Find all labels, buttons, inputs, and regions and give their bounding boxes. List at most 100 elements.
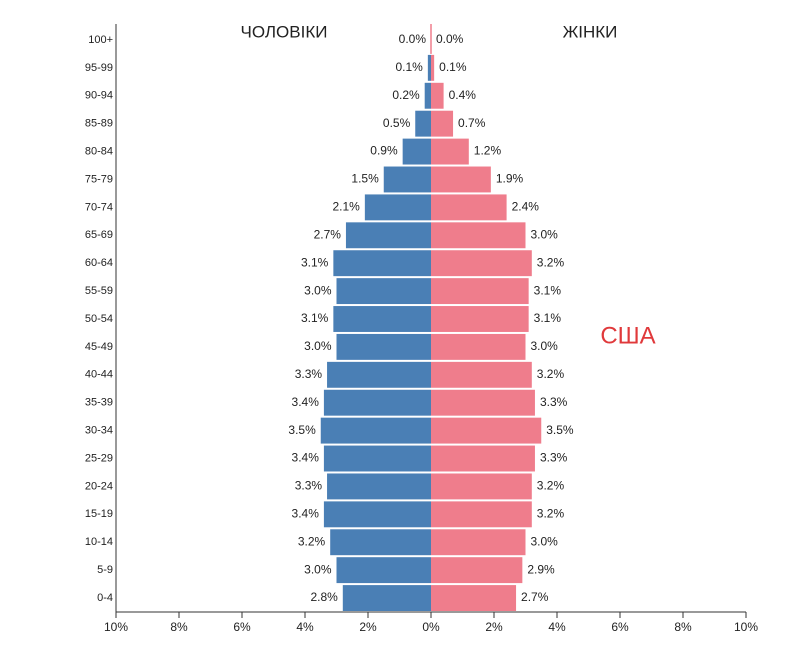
- bar: [431, 529, 526, 556]
- bar: [320, 417, 431, 444]
- x-tick-label: 2%: [485, 620, 503, 634]
- value-label: 3.3%: [540, 451, 568, 465]
- x-tick-label: 6%: [233, 620, 251, 634]
- bar: [427, 54, 431, 81]
- y-tick-label: 0-4: [97, 592, 113, 604]
- x-tick-label: 2%: [359, 620, 377, 634]
- y-tick-label: 55-59: [85, 285, 113, 297]
- value-label: 2.8%: [310, 590, 338, 604]
- y-tick-label: 45-49: [85, 341, 113, 353]
- y-tick-label: 60-64: [85, 257, 113, 269]
- y-tick-label: 5-9: [97, 564, 113, 576]
- bar: [327, 361, 431, 388]
- bar: [333, 306, 431, 332]
- x-tick-label: 10%: [104, 620, 128, 634]
- value-label: 3.0%: [304, 339, 332, 353]
- y-tick-label: 15-19: [85, 508, 113, 520]
- bar: [431, 194, 507, 221]
- y-tick-label: 75-79: [85, 173, 113, 185]
- bar: [330, 529, 431, 556]
- bar: [431, 585, 517, 611]
- y-tick-label: 90-94: [85, 90, 113, 102]
- bar: [364, 194, 431, 221]
- bar: [336, 557, 431, 584]
- y-tick-label: 70-74: [85, 201, 113, 213]
- bar: [431, 333, 526, 360]
- bar: [431, 361, 532, 388]
- bar: [336, 333, 431, 360]
- value-label: 3.0%: [304, 562, 332, 576]
- value-label: 0.1%: [439, 60, 467, 74]
- value-label: 2.1%: [332, 200, 360, 214]
- bar: [323, 389, 431, 416]
- bar: [383, 166, 431, 193]
- bar: [431, 278, 529, 305]
- bar: [431, 110, 454, 137]
- value-label: 3.1%: [301, 311, 329, 325]
- bar: [431, 473, 532, 500]
- bar: [323, 501, 431, 528]
- series-name: ЧОЛОВІКИ: [241, 22, 328, 41]
- bar: [431, 501, 532, 528]
- x-tick-label: 8%: [170, 620, 188, 634]
- y-tick-label: 50-54: [85, 313, 113, 325]
- x-tick-label: 4%: [548, 620, 566, 634]
- bar: [431, 557, 523, 584]
- value-label: 0.1%: [395, 60, 423, 74]
- value-label: 1.2%: [474, 144, 502, 158]
- value-label: 0.5%: [383, 116, 411, 130]
- bar: [342, 585, 431, 611]
- bar: [431, 306, 529, 332]
- value-label: 3.3%: [540, 395, 568, 409]
- bar: [431, 445, 535, 472]
- value-label: 3.3%: [295, 479, 323, 493]
- y-tick-label: 100+: [88, 34, 113, 46]
- value-label: 0.0%: [436, 32, 464, 46]
- bar: [431, 166, 491, 193]
- value-label: 3.1%: [534, 311, 562, 325]
- bar: [431, 222, 526, 249]
- bar: [431, 389, 535, 416]
- value-label: 3.1%: [301, 255, 329, 269]
- value-label: 0.4%: [449, 88, 477, 102]
- value-label: 3.1%: [534, 283, 562, 297]
- bar: [402, 138, 431, 165]
- value-label: 3.0%: [531, 227, 559, 241]
- value-label: 3.4%: [292, 451, 320, 465]
- bar: [431, 54, 435, 81]
- bar: [345, 222, 431, 249]
- value-label: 2.9%: [527, 562, 555, 576]
- value-label: 3.0%: [531, 339, 559, 353]
- x-tick-label: 6%: [611, 620, 629, 634]
- value-label: 3.4%: [292, 395, 320, 409]
- y-tick-label: 20-24: [85, 480, 113, 492]
- value-label: 0.9%: [370, 144, 398, 158]
- value-label: 3.2%: [537, 507, 565, 521]
- value-label: 3.2%: [537, 367, 565, 381]
- value-label: 1.9%: [496, 172, 524, 186]
- value-label: 3.0%: [531, 534, 559, 548]
- bar: [323, 445, 431, 472]
- bar: [431, 82, 444, 109]
- bar: [327, 473, 431, 500]
- y-tick-label: 10-14: [85, 536, 113, 548]
- value-label: 3.5%: [288, 423, 316, 437]
- x-tick-label: 10%: [734, 620, 758, 634]
- value-label: 0.0%: [399, 32, 427, 46]
- y-tick-label: 65-69: [85, 229, 113, 241]
- value-label: 3.3%: [295, 367, 323, 381]
- value-label: 3.0%: [304, 283, 332, 297]
- series-name: ЖІНКИ: [563, 22, 618, 41]
- bar: [415, 110, 431, 137]
- value-label: 2.4%: [512, 200, 540, 214]
- bar: [431, 417, 542, 444]
- y-tick-label: 30-34: [85, 425, 113, 437]
- bar: [333, 250, 431, 277]
- x-tick-label: 8%: [674, 620, 692, 634]
- value-label: 2.7%: [314, 227, 342, 241]
- value-label: 0.7%: [458, 116, 486, 130]
- value-label: 3.2%: [298, 534, 326, 548]
- y-tick-label: 40-44: [85, 369, 113, 381]
